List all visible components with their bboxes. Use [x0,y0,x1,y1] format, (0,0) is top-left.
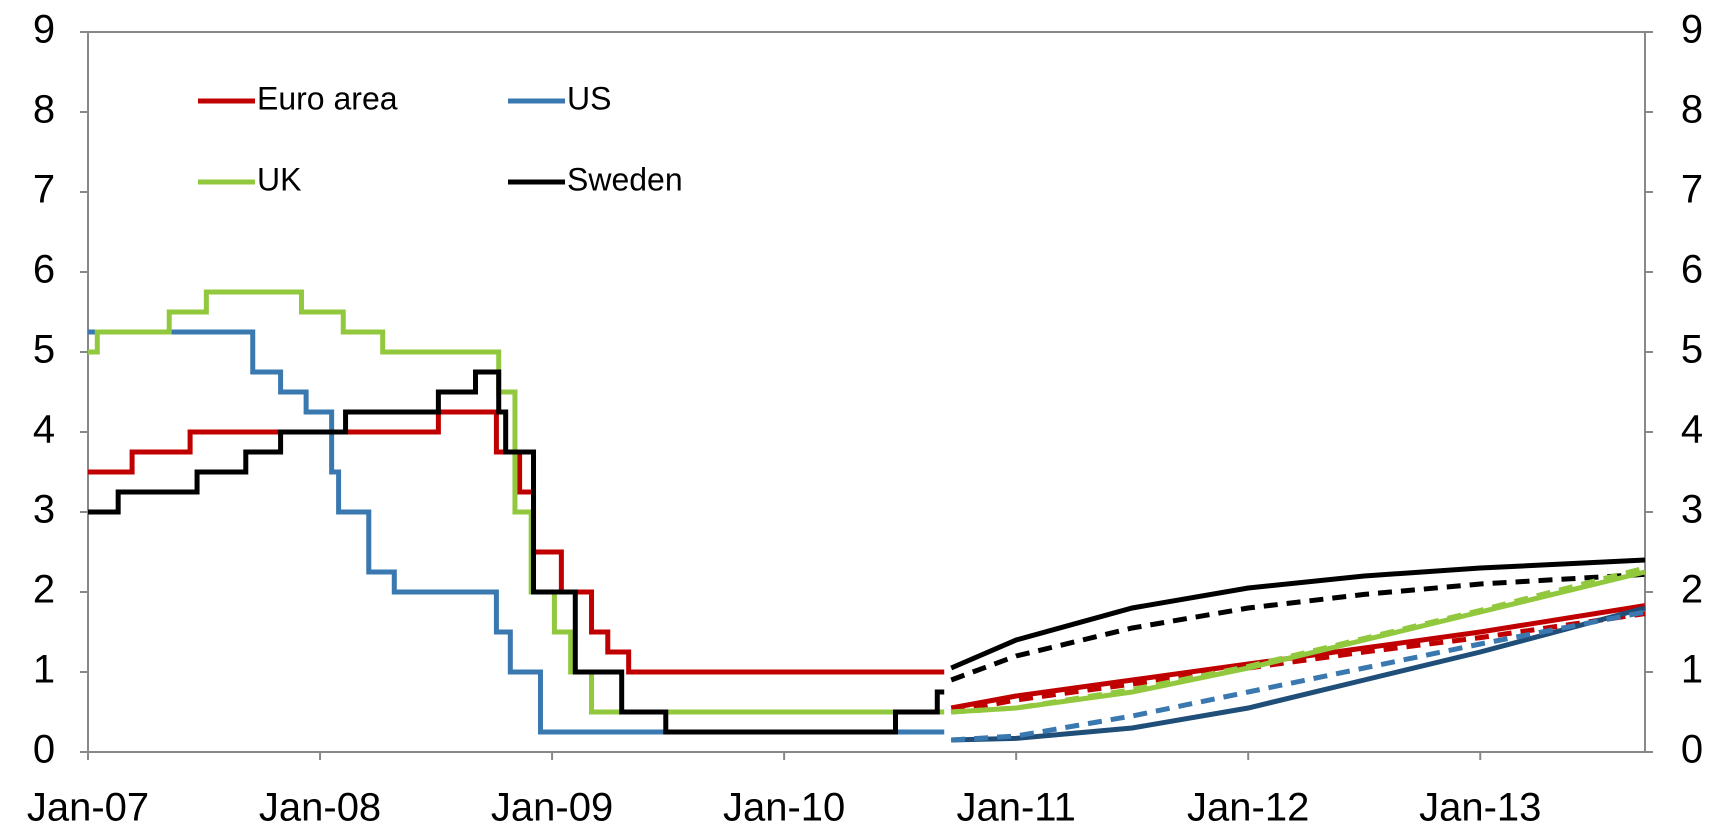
x-tick-label: Jan-09 [491,786,613,830]
y2-tick-label: 5 [1681,328,1703,372]
y-tick-label: 0 [33,728,55,772]
legend-label: Euro area [257,80,398,116]
series-line [950,571,1646,683]
series-line [951,605,1646,743]
x-tick-label: Jan-12 [1187,786,1309,830]
y2-tick-label: 0 [1681,728,1703,772]
series-line [951,565,1646,715]
y2-tick-label: 4 [1681,408,1703,452]
x-tick-label: Jan-13 [1419,786,1541,830]
y-tick-label: 4 [33,408,55,452]
y-tick-label: 1 [33,648,55,692]
x-tick-label: Jan-11 [956,786,1075,830]
x-tick-label: Jan-07 [27,786,149,830]
legend-label: US [567,80,611,116]
x-tick-label: Jan-08 [259,786,381,830]
x-tick-label: Jan-10 [723,786,845,830]
plot-frame [87,31,1646,753]
y-tick-label: 6 [33,248,55,292]
y2-tick-label: 7 [1681,168,1703,212]
series-line [88,409,945,675]
y-tick-label: 5 [33,328,55,372]
y2-tick-label: 9 [1681,8,1703,52]
series-line [951,609,1646,743]
y-tick-label: 7 [33,168,55,212]
y2-tick-label: 1 [1681,648,1703,692]
y-tick-label: 9 [33,8,55,52]
y2-tick-label: 2 [1681,568,1703,612]
y2-tick-label: 8 [1681,88,1703,132]
y2-tick-label: 3 [1681,488,1703,532]
series-line [950,557,1646,671]
y2-tick-label: 6 [1681,248,1703,292]
y-tick-label: 3 [33,488,55,532]
legend-label: Sweden [567,161,683,197]
series-line [88,289,945,715]
y-tick-label: 2 [33,568,55,612]
y-tick-label: 8 [33,88,55,132]
legend-label: UK [257,161,301,197]
series-line [88,369,945,735]
series-line [88,329,945,735]
